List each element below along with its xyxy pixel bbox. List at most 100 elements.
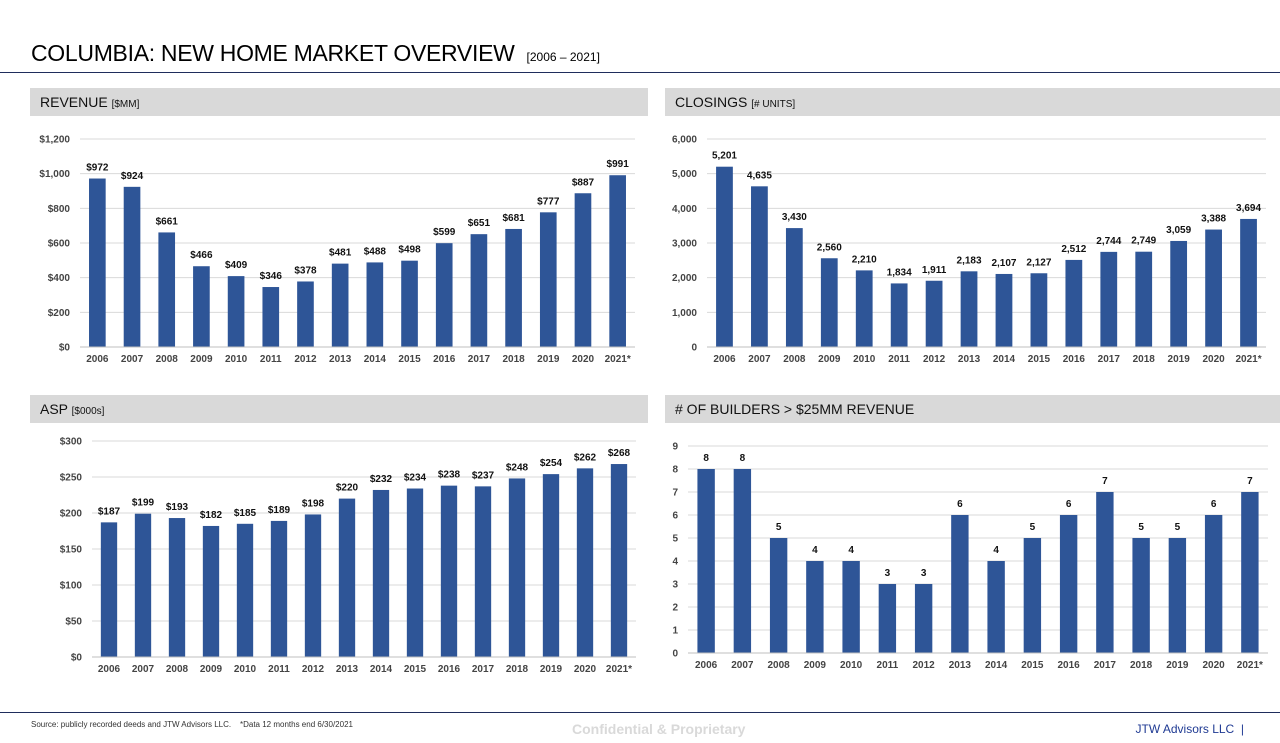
y-tick-label: $600 (48, 239, 71, 250)
y-tick-label: 8 (672, 465, 678, 476)
x-tick-label: 2014 (985, 660, 1008, 671)
data-label: 3,430 (782, 212, 807, 223)
data-label: $199 (132, 498, 155, 509)
bar (609, 175, 626, 347)
y-tick-label: 3,000 (672, 239, 697, 250)
bar (574, 193, 592, 347)
title-divider (0, 72, 1280, 73)
y-tick-label: 4,000 (672, 204, 697, 215)
data-label: 6 (1066, 499, 1072, 510)
bar (576, 468, 594, 657)
data-label: $488 (364, 246, 387, 257)
x-tick-label: 2011 (268, 664, 290, 675)
y-tick-label: $200 (60, 509, 83, 520)
x-tick-label: 2020 (572, 354, 595, 365)
bar (270, 520, 288, 657)
x-tick-label: 2021* (1235, 354, 1261, 365)
y-tick-label: 0 (672, 649, 678, 660)
data-label: $185 (234, 508, 257, 519)
x-tick-label: 2017 (472, 664, 495, 675)
x-tick-label: 2021* (1237, 660, 1263, 671)
bar (842, 561, 860, 653)
x-tick-label: 2009 (804, 660, 827, 671)
y-tick-label: 6,000 (672, 135, 697, 146)
y-tick-label: 5 (672, 534, 678, 545)
y-tick-label: 3 (672, 580, 678, 591)
x-tick-label: 2015 (1021, 660, 1044, 671)
x-tick-label: 2009 (200, 664, 223, 675)
closings-panel-unit: [# UNITS] (751, 99, 796, 110)
x-tick-label: 2007 (121, 354, 144, 365)
data-label: 6 (1211, 499, 1217, 510)
data-label: $599 (433, 227, 456, 238)
bar (716, 166, 733, 347)
y-tick-label: 1 (672, 626, 678, 637)
data-label: $198 (302, 498, 325, 509)
bar (751, 186, 768, 347)
data-label: 5 (1138, 522, 1144, 533)
data-label: $254 (540, 458, 563, 469)
x-tick-label: 2006 (86, 354, 109, 365)
x-tick-label: 2017 (1098, 354, 1121, 365)
data-label: $972 (86, 163, 109, 174)
y-tick-label: $400 (48, 273, 71, 284)
bar (435, 243, 453, 347)
data-label: $187 (98, 506, 121, 517)
x-tick-label: 2012 (302, 664, 325, 675)
bar (474, 486, 492, 657)
bar (505, 228, 522, 347)
x-tick-label: 2010 (853, 354, 876, 365)
page-title-text: COLUMBIA: NEW HOME MARKET OVERVIEW (31, 40, 515, 66)
x-tick-label: 2010 (234, 664, 257, 675)
x-tick-label: 2011 (888, 354, 910, 365)
bar (1205, 229, 1222, 347)
bar (995, 273, 1013, 347)
data-label: 3 (885, 568, 891, 579)
x-tick-label: 2008 (166, 664, 189, 675)
data-label: 3,694 (1236, 203, 1261, 214)
confidential-label: Confidential & Proprietary (572, 721, 746, 737)
data-label: 3,388 (1201, 214, 1226, 225)
bar (338, 498, 356, 657)
x-tick-label: 2012 (923, 354, 946, 365)
bar (1241, 492, 1259, 653)
y-tick-label: 6 (672, 511, 678, 522)
data-label: 4 (848, 545, 854, 556)
bar (193, 266, 210, 347)
data-label: $193 (166, 502, 189, 513)
bar (401, 260, 418, 347)
bar (236, 523, 254, 657)
bar (134, 513, 152, 657)
data-label: $681 (502, 213, 525, 224)
bar (372, 489, 390, 657)
x-tick-label: 2011 (877, 660, 899, 671)
bar (733, 469, 752, 653)
bar (1168, 538, 1187, 653)
data-label: 5 (776, 522, 782, 533)
bar (123, 186, 141, 347)
data-label: 2,560 (817, 242, 842, 253)
x-tick-label: 2012 (913, 660, 936, 671)
bar (168, 518, 186, 657)
y-tick-label: 2,000 (672, 273, 697, 284)
data-label: 8 (703, 453, 709, 464)
y-tick-label: $300 (60, 437, 83, 448)
x-tick-label: 2013 (329, 354, 352, 365)
x-tick-label: 2008 (768, 660, 791, 671)
x-tick-label: 2018 (1133, 354, 1156, 365)
y-tick-label: 5,000 (672, 169, 697, 180)
x-tick-label: 2018 (506, 664, 529, 675)
data-label: $234 (404, 473, 427, 484)
data-label: 5,201 (712, 151, 737, 162)
y-tick-label: $50 (65, 617, 82, 628)
x-tick-label: 2016 (438, 664, 461, 675)
y-tick-label: 0 (691, 343, 697, 354)
bar (610, 464, 628, 657)
x-tick-label: 2019 (537, 354, 560, 365)
data-label: $887 (572, 177, 595, 188)
x-tick-label: 2006 (98, 664, 121, 675)
x-tick-label: 2008 (156, 354, 179, 365)
bar (331, 263, 349, 347)
x-tick-label: 2015 (1028, 354, 1051, 365)
data-label: 4,635 (747, 170, 772, 181)
